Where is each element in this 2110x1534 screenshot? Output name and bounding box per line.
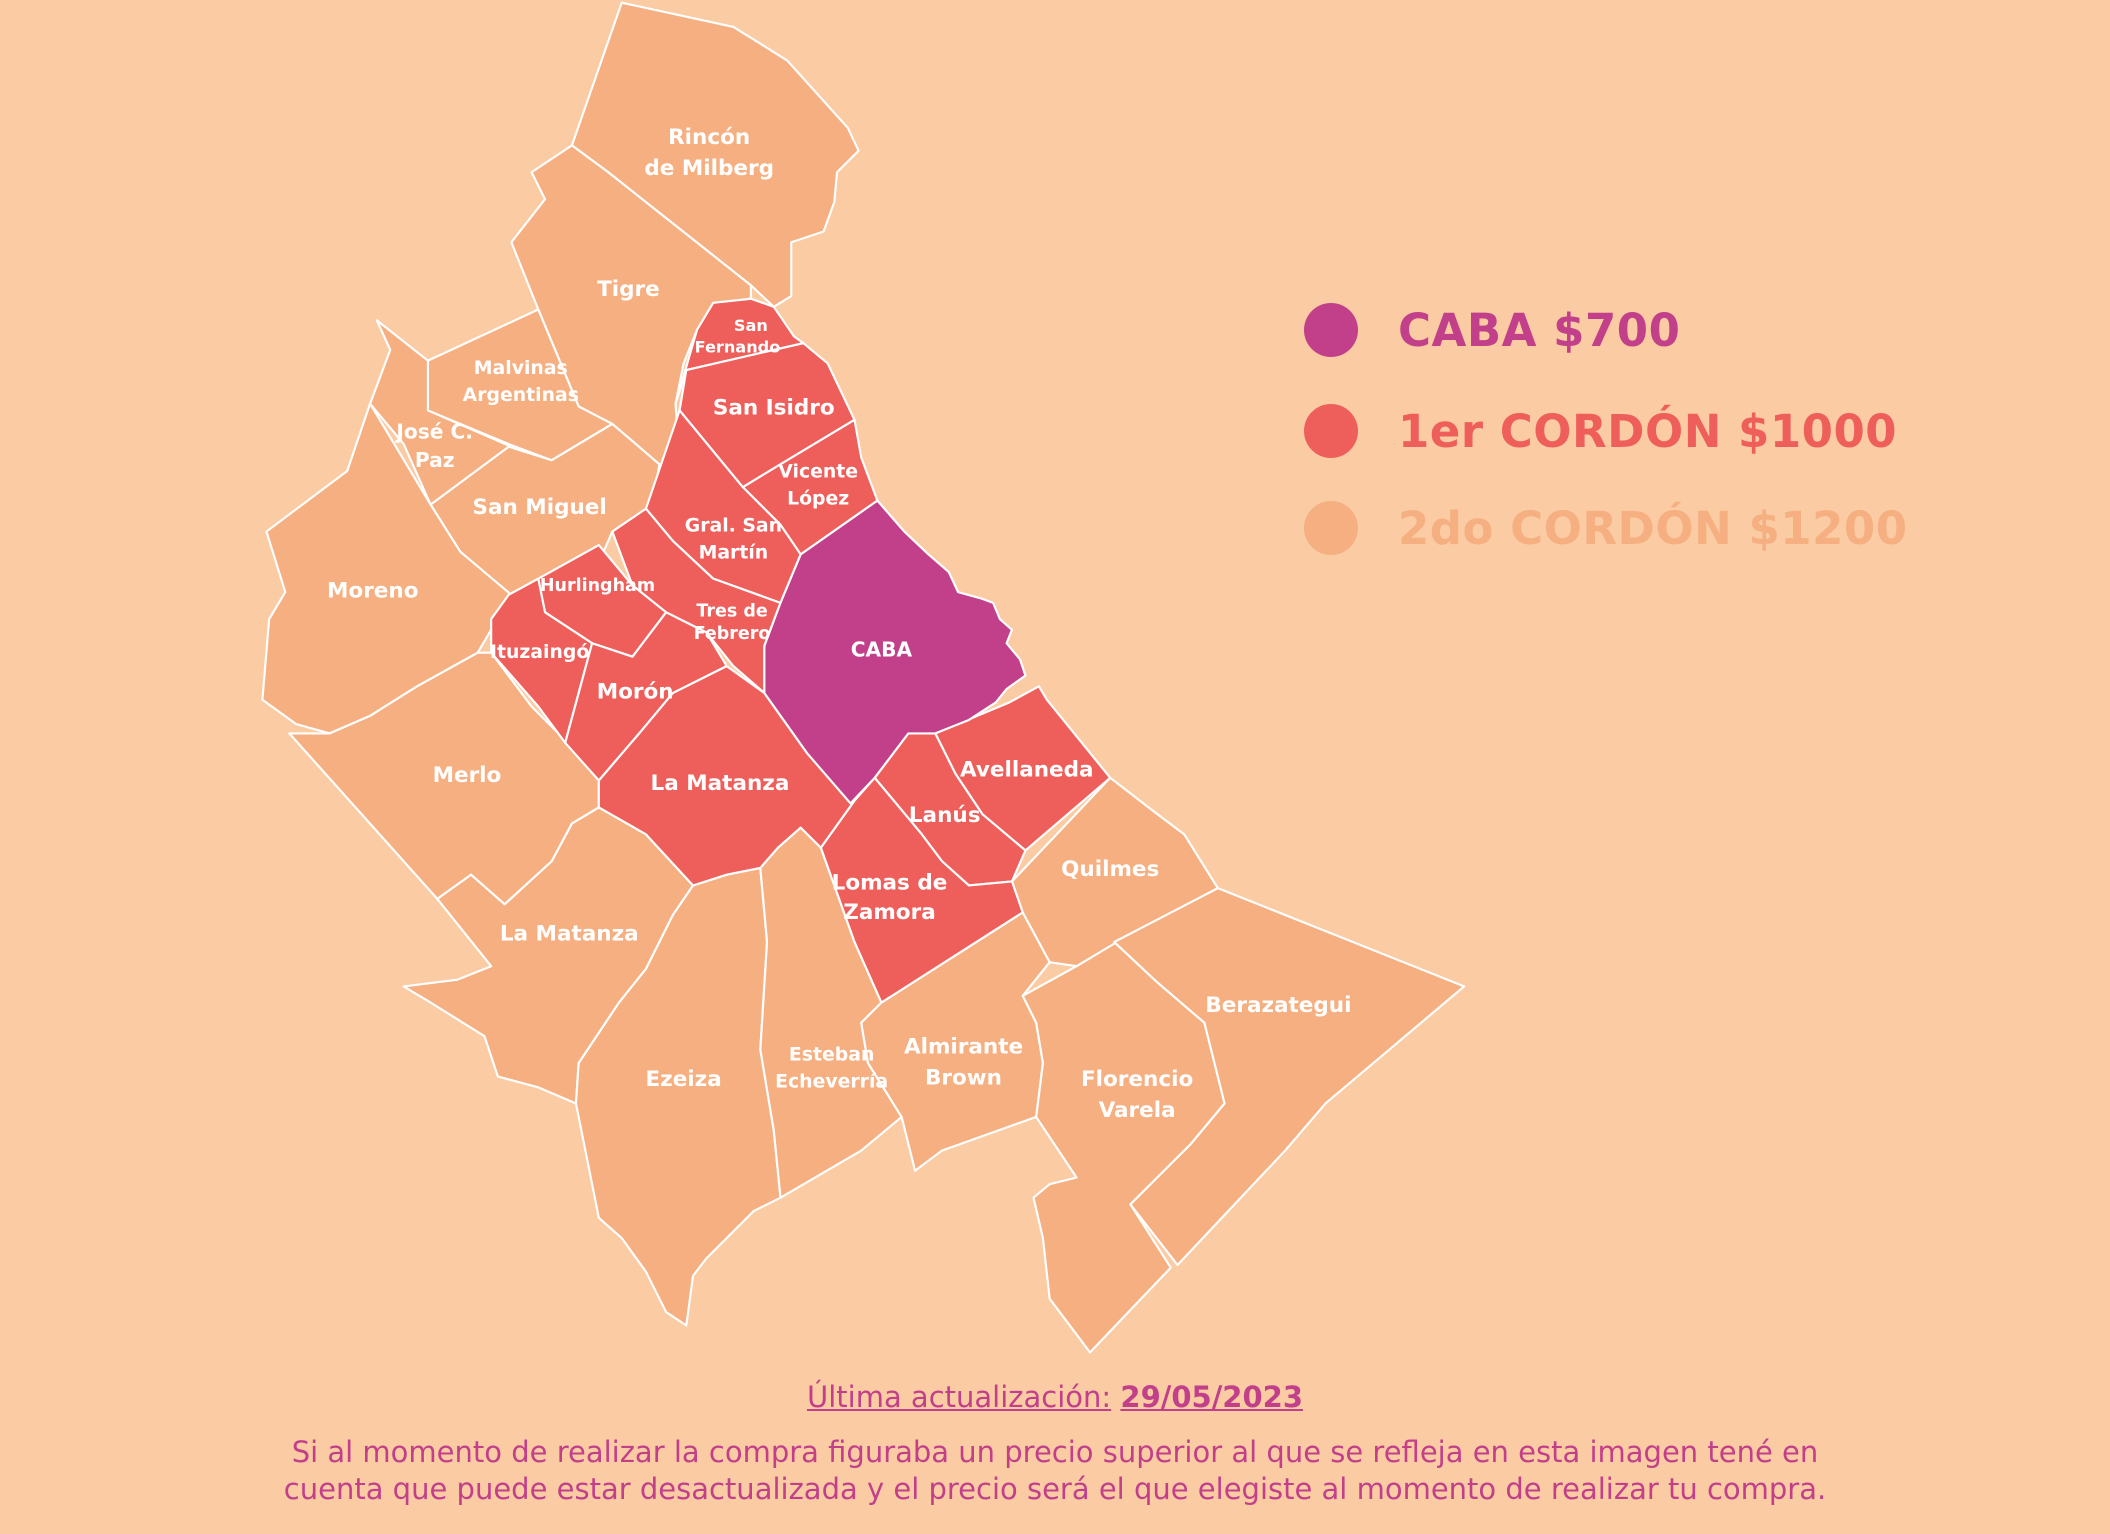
legend-primer-cordon-label: 1er CORDÓN $1000 (1398, 404, 1898, 458)
label-moreno: Moreno (327, 578, 419, 603)
label-berazategui: Berazategui (1205, 993, 1351, 1018)
label-san-fernando: San Fernando (695, 316, 781, 357)
legend-primer-cordon: 1er CORDÓN $1000 (1304, 404, 1897, 458)
label-tres-de-febrero: Tres de Febrero (694, 601, 771, 644)
label-moron: Morón (597, 679, 674, 704)
label-san-miguel: San Miguel (472, 495, 606, 520)
label-gral-san-martin: Gral. San Martín (685, 516, 782, 564)
last-update-label: Última actualización: (806, 1380, 1112, 1414)
label-quilmes: Quilmes (1061, 857, 1159, 882)
zone-berazategui[interactable] (1113, 887, 1466, 1267)
label-san-isidro: San Isidro (713, 395, 835, 420)
price-disclaimer-line-1: Si al momento de realizar la compra figu… (291, 1435, 1819, 1469)
label-esteban-echeverria: Esteban Echeverría (775, 1044, 888, 1092)
price-disclaimer: Si al momento de realizar la compra figu… (0, 1434, 2110, 1508)
label-hurlingham: Hurlingham (540, 576, 655, 596)
last-update: Última actualización: 29/05/2023 (0, 1380, 2110, 1414)
legend-segundo-cordon-label: 2do CORDÓN $1200 (1398, 501, 1908, 555)
label-caba: CABA (851, 638, 913, 662)
label-rincon-de-milberg: Rincón de Milberg (644, 125, 774, 181)
label-florencio-varela: Florencio Varela (1081, 1067, 1193, 1123)
zone-caba[interactable] (763, 499, 1027, 805)
legend-caba-label: CABA $700 (1398, 303, 1681, 357)
price-disclaimer-line-2: cuenta que puede estar desactualizada y … (283, 1472, 1827, 1506)
label-ezeiza: Ezeiza (645, 1067, 721, 1092)
label-tigre: Tigre (597, 277, 660, 302)
label-vicente-lopez: Vicente López (778, 462, 858, 510)
label-la-matanza-inner: La Matanza (651, 771, 790, 796)
zone-la-matanza-inner[interactable] (597, 665, 856, 887)
label-almirante-brown: Almirante Brown (904, 1035, 1023, 1091)
label-lomas-de-zamora: Lomas de Zamora (832, 871, 948, 926)
label-malvinas-argentinas: Malvinas Argentinas (463, 358, 579, 406)
legend-caba: CABA $700 (1304, 303, 1680, 357)
label-ituzaingo: Ituzaingó (490, 642, 589, 663)
legend-segundo-cordon-swatch (1304, 501, 1358, 555)
label-avellaneda: Avellaneda (960, 757, 1094, 782)
label-la-matanza-outer: La Matanza (500, 922, 639, 947)
legend-caba-swatch (1304, 303, 1358, 357)
label-merlo: Merlo (433, 763, 502, 788)
legend-segundo-cordon: 2do CORDÓN $1200 (1304, 501, 1908, 555)
legend-primer-cordon-swatch (1304, 404, 1358, 458)
last-update-date: 29/05/2023 (1120, 1380, 1304, 1414)
label-jose-c-paz: José C. Paz (394, 420, 473, 472)
label-lanus: Lanús (909, 803, 981, 828)
